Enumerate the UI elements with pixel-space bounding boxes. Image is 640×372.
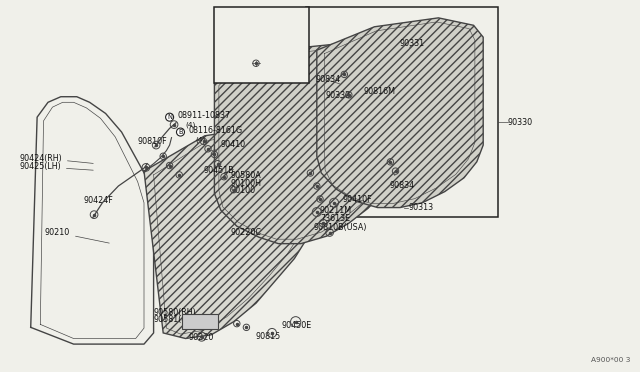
Text: 90580(RH): 90580(RH) <box>154 308 196 317</box>
Text: (4): (4) <box>186 121 196 128</box>
Text: 90313: 90313 <box>408 203 433 212</box>
Polygon shape <box>144 125 314 339</box>
Text: A900*00 3: A900*00 3 <box>591 357 630 363</box>
Polygon shape <box>214 43 394 244</box>
Text: 90425(LH): 90425(LH) <box>19 162 93 171</box>
Text: 90332: 90332 <box>325 92 350 100</box>
Text: N: N <box>167 114 172 120</box>
Text: 90816M: 90816M <box>358 87 396 96</box>
Polygon shape <box>317 18 483 208</box>
Text: 90410F: 90410F <box>337 195 372 203</box>
Text: 08116-8161G: 08116-8161G <box>189 126 243 135</box>
Text: 90220: 90220 <box>189 333 214 342</box>
Bar <box>182 314 218 329</box>
Text: 73613E: 73613E <box>320 214 350 223</box>
Text: 90810F: 90810F <box>138 137 167 146</box>
Text: 90220C: 90220C <box>230 228 261 237</box>
Text: 90100: 90100 <box>230 186 255 195</box>
Bar <box>306 7 498 217</box>
Text: 90815: 90815 <box>256 332 281 341</box>
Text: 90580A: 90580A <box>230 171 261 180</box>
Text: USA: USA <box>223 10 244 19</box>
Text: 90330: 90330 <box>508 118 532 126</box>
Text: 73622A: 73622A <box>227 43 258 58</box>
Text: 90424F: 90424F <box>83 196 113 205</box>
Text: 90451B: 90451B <box>204 166 234 175</box>
Text: 90834: 90834 <box>316 76 340 84</box>
Text: 73613E: 73613E <box>223 61 253 70</box>
Text: 90331: 90331 <box>400 39 425 48</box>
Bar <box>214 7 309 83</box>
Text: 90210: 90210 <box>45 228 109 243</box>
Text: 90100H: 90100H <box>230 179 261 187</box>
Text: B: B <box>178 129 183 135</box>
Text: (4): (4) <box>195 136 205 143</box>
Text: 08911-10837: 08911-10837 <box>178 111 231 120</box>
Text: 90834: 90834 <box>389 174 414 190</box>
Text: 90211M: 90211M <box>320 206 352 215</box>
Text: 90810B(USA): 90810B(USA) <box>314 223 367 232</box>
Text: 90410: 90410 <box>211 140 246 151</box>
Text: 90581(LH): 90581(LH) <box>154 315 195 324</box>
Text: 90450E: 90450E <box>282 321 312 330</box>
Text: 90424(RH): 90424(RH) <box>19 154 93 163</box>
